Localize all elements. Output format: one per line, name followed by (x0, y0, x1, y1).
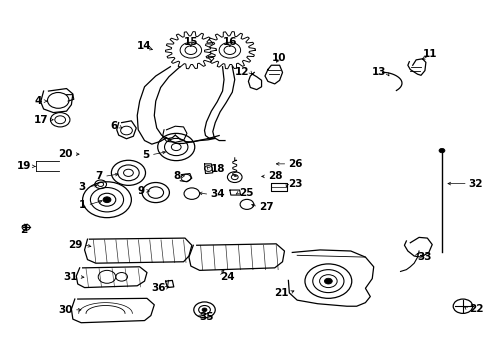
Text: 17: 17 (34, 115, 48, 125)
Text: 6: 6 (110, 121, 118, 131)
Text: 14: 14 (137, 41, 152, 50)
Text: 11: 11 (422, 49, 436, 59)
Text: 10: 10 (271, 53, 285, 63)
Text: 4: 4 (35, 96, 42, 106)
Text: 21: 21 (273, 288, 288, 298)
Text: 18: 18 (210, 164, 224, 174)
Text: 24: 24 (220, 272, 234, 282)
Text: 2: 2 (20, 225, 28, 235)
Text: 35: 35 (199, 312, 214, 322)
Text: 16: 16 (222, 37, 237, 47)
Text: 19: 19 (17, 161, 31, 171)
Circle shape (103, 197, 111, 203)
Text: 28: 28 (267, 171, 282, 181)
Text: 12: 12 (234, 67, 249, 77)
Text: 15: 15 (183, 37, 198, 47)
Circle shape (438, 148, 444, 153)
Text: 23: 23 (288, 179, 302, 189)
Text: 5: 5 (142, 150, 149, 160)
Text: 20: 20 (58, 149, 73, 159)
Circle shape (324, 278, 331, 284)
Circle shape (202, 308, 206, 312)
Text: 29: 29 (68, 239, 82, 249)
Text: 8: 8 (174, 171, 181, 181)
Text: 25: 25 (239, 188, 254, 198)
Text: 9: 9 (137, 186, 144, 196)
Text: 13: 13 (371, 67, 385, 77)
Text: 1: 1 (79, 200, 86, 210)
Text: 36: 36 (151, 283, 165, 293)
Text: 33: 33 (417, 252, 431, 262)
Text: 27: 27 (259, 202, 273, 212)
Text: 3: 3 (79, 182, 86, 192)
Text: 32: 32 (468, 179, 482, 189)
Text: 7: 7 (96, 171, 103, 181)
Text: 26: 26 (288, 159, 302, 169)
Text: 34: 34 (210, 189, 224, 199)
Text: 31: 31 (63, 272, 78, 282)
Text: 30: 30 (58, 305, 73, 315)
Text: 22: 22 (468, 304, 482, 314)
